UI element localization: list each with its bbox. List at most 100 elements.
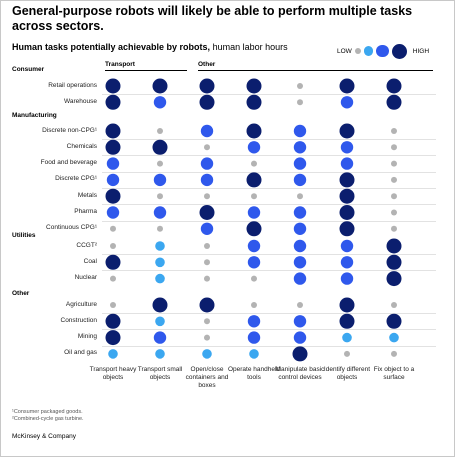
row-label: Chemicals — [66, 142, 97, 150]
row-label: Mining — [77, 333, 97, 341]
chart-subtitle: Human tasks potentially achievable by ro… — [12, 42, 288, 53]
category-consumer: Consumer — [12, 66, 45, 73]
heatmap-dot — [386, 254, 402, 270]
legend-dot-level3 — [376, 44, 389, 58]
heatmap-dot — [247, 141, 261, 154]
row-divider — [102, 188, 436, 190]
row-label: Nuclear — [74, 274, 97, 282]
heatmap-dot — [200, 157, 214, 170]
heatmap-dot — [105, 123, 121, 139]
heatmap-dot — [246, 172, 262, 188]
heatmap-dot — [293, 157, 307, 170]
heatmap-dot — [391, 128, 397, 134]
heatmap-dot — [110, 275, 116, 282]
heatmap-dot — [246, 123, 262, 139]
heatmap-dot — [246, 221, 262, 237]
row-divider — [102, 329, 436, 331]
column-label: Transport small objects — [137, 366, 183, 381]
heatmap-dot — [204, 144, 210, 151]
column-label: Transport heavy objects — [89, 366, 137, 381]
heatmap-dot — [157, 225, 163, 232]
heatmap-dot — [105, 188, 121, 204]
heatmap-dot — [339, 78, 355, 94]
row-divider — [102, 313, 436, 315]
row-divider — [102, 171, 436, 173]
heatmap-dot — [204, 318, 210, 325]
heatmap-dot — [155, 241, 165, 251]
heatmap-dot — [110, 302, 116, 308]
column-label: Identify different objects — [323, 366, 371, 381]
heatmap-dot — [342, 332, 352, 343]
heatmap-dot — [293, 222, 307, 235]
heatmap-dot — [293, 124, 307, 138]
heatmap-dot — [389, 332, 399, 343]
row-label: CCGT² — [76, 241, 97, 249]
heatmap-dot — [386, 94, 402, 110]
row-label: Retail operations — [48, 81, 97, 89]
heatmap-dot — [391, 302, 397, 308]
source-label: McKinsey & Company — [12, 433, 76, 440]
heatmap-dot — [339, 205, 355, 220]
heatmap-dot — [297, 302, 303, 308]
heatmap-dot — [106, 173, 120, 187]
heatmap-dot — [247, 239, 261, 253]
heatmap-dot — [391, 225, 397, 232]
legend-dot-level4 — [391, 43, 407, 59]
row-label: Discrete CPG¹ — [55, 175, 97, 183]
heatmap-dot — [200, 222, 214, 235]
column-group-transport: Transport — [105, 61, 187, 71]
heatmap-dot — [247, 331, 261, 344]
heatmap-dot — [293, 315, 307, 328]
subtitle-bold: Human tasks potentially achievable by ro… — [12, 42, 211, 52]
heatmap-dot — [340, 239, 354, 253]
heatmap-dot — [391, 350, 397, 357]
column-label: Fix object to a surface — [373, 366, 415, 381]
row-divider — [102, 204, 436, 206]
column-label: Operate handheld tools — [227, 366, 281, 381]
legend: LOW HIGH — [334, 43, 432, 59]
heatmap-dot — [339, 172, 355, 188]
heatmap-dot — [339, 313, 355, 329]
heatmap-dot — [157, 160, 163, 167]
heatmap-dot — [204, 334, 210, 341]
heatmap-dot — [153, 173, 167, 187]
heatmap-dot — [106, 206, 120, 219]
heatmap-dot — [157, 193, 163, 200]
heatmap-dot — [204, 243, 210, 249]
row-label: Metals — [77, 191, 97, 199]
heatmap-dot — [340, 157, 354, 170]
heatmap-dot — [199, 94, 215, 110]
heatmap-dot — [251, 160, 257, 167]
heatmap-dot — [105, 313, 121, 329]
heatmap-dot — [200, 124, 214, 138]
row-divider — [102, 155, 436, 157]
row-label: Oil and gas — [64, 349, 97, 357]
row-label: Discrete non-CPG¹ — [42, 126, 97, 134]
footnote-1: ¹Consumer packaged goods. — [12, 409, 83, 415]
heatmap-dot — [204, 193, 210, 200]
heatmap-dot — [251, 275, 257, 282]
heatmap-dot — [386, 238, 402, 254]
heatmap-dot — [153, 96, 167, 109]
heatmap-dot — [105, 94, 121, 110]
column-label: Open/close containers and boxes — [185, 366, 229, 389]
heatmap-dot — [110, 225, 116, 232]
heatmap-dot — [105, 139, 121, 155]
heatmap-dot — [155, 257, 165, 268]
row-divider — [102, 254, 436, 256]
legend-dot-level2 — [363, 46, 374, 56]
heatmap-dot — [339, 221, 355, 237]
row-divider — [102, 270, 436, 272]
heatmap-dot — [200, 173, 214, 187]
heatmap-dot — [344, 350, 350, 357]
heatmap-dot — [340, 256, 354, 269]
heatmap-dot — [106, 157, 120, 170]
row-divider — [102, 139, 436, 141]
heatmap-dot — [152, 78, 168, 94]
row-label: Food and beverage — [40, 159, 97, 167]
heatmap-dot — [199, 297, 215, 313]
chart-title: General-purpose robots will likely be ab… — [12, 4, 413, 33]
heatmap-dot — [293, 331, 307, 344]
